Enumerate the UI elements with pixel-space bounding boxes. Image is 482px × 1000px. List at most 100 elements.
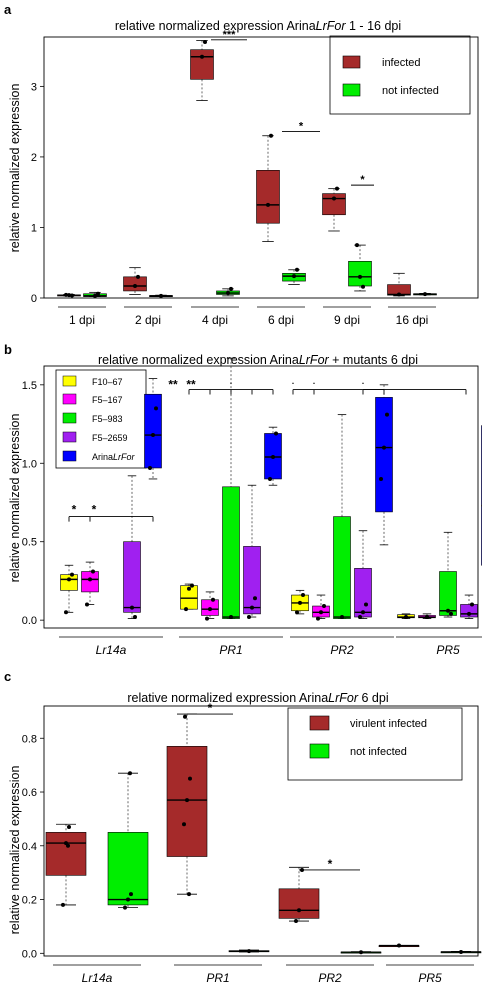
box-virulent-infected <box>278 888 320 919</box>
data-point <box>425 615 429 620</box>
data-point <box>188 776 192 781</box>
legend-swatch-f5-983 <box>62 412 77 424</box>
data-point <box>226 291 230 296</box>
legend-swatch-not-infected <box>309 743 330 759</box>
chart-c-plot: 0.0 0.2 0.4 0.6 0.8 Lr14a PR1 PR2 PR5 * * <box>22 701 482 985</box>
panel-letter-b: b <box>4 342 12 357</box>
data-point <box>128 771 132 776</box>
data-point <box>130 605 134 610</box>
legend-swatch-arina <box>62 450 77 462</box>
data-point <box>91 569 95 574</box>
significance-label: · <box>291 376 295 390</box>
data-point <box>126 897 130 902</box>
box-not-infected <box>348 261 372 287</box>
x-group-label: 16 dpi <box>396 313 429 327</box>
x-group-label: PR1 <box>219 643 242 657</box>
data-point <box>459 949 463 954</box>
data-point <box>319 610 323 615</box>
x-group-label: 2 dpi <box>135 313 161 327</box>
data-point <box>358 615 362 620</box>
data-point <box>88 577 92 582</box>
significance-label: * <box>328 857 333 871</box>
box-virulent-infected <box>45 832 87 876</box>
panel-letter-a: a <box>4 2 12 17</box>
data-point <box>355 243 359 248</box>
data-point <box>397 943 401 948</box>
data-point <box>335 186 339 191</box>
legend-label-not-infected: not infected <box>350 746 407 758</box>
legend-label-f10-67: F10–67 <box>92 377 123 387</box>
data-point <box>64 610 68 615</box>
data-point <box>250 605 254 610</box>
y-tick-label: 0.0 <box>22 948 37 960</box>
legend-label-arina: ArinaLrFor <box>92 452 136 462</box>
data-point <box>295 267 299 272</box>
y-tick-label: 0 <box>31 293 37 305</box>
legend-swatch-f5-2659 <box>62 431 77 443</box>
data-point <box>322 604 326 609</box>
data-point <box>151 433 155 438</box>
plot-frame <box>43 365 479 629</box>
box-f5-983 <box>222 486 240 619</box>
x-group-label: PR5 <box>418 971 442 985</box>
data-point <box>66 843 70 848</box>
data-point <box>190 583 194 588</box>
x-group-label: 6 dpi <box>268 313 294 327</box>
data-point <box>67 577 71 582</box>
data-point <box>449 611 453 616</box>
data-point <box>298 600 302 605</box>
data-point <box>229 615 233 620</box>
data-point <box>379 476 383 481</box>
legend-swatch-infected <box>342 55 361 69</box>
data-point <box>247 949 251 954</box>
box-f5-2659 <box>354 568 372 618</box>
x-group-label: PR5 <box>436 643 460 657</box>
data-point <box>382 445 386 450</box>
x-group-label: PR2 <box>318 971 342 985</box>
x-group-label: PR1 <box>206 971 229 985</box>
data-point <box>185 798 189 803</box>
data-point <box>148 465 152 470</box>
data-point <box>70 293 74 298</box>
significance-label: *** <box>223 29 237 41</box>
x-group-label: PR2 <box>330 643 354 657</box>
data-point <box>359 950 363 955</box>
data-point <box>93 293 97 298</box>
data-point <box>96 291 100 296</box>
data-point <box>292 274 296 279</box>
y-tick-label: 1.5 <box>22 380 37 392</box>
data-point <box>203 39 207 44</box>
data-point <box>133 615 137 620</box>
data-point <box>274 431 278 436</box>
legend-label-f5-167: F5–167 <box>92 395 123 405</box>
significance-label: ** <box>186 378 196 392</box>
data-point <box>85 602 89 607</box>
data-point <box>269 133 273 138</box>
box-infected <box>256 170 280 224</box>
legend-box <box>329 35 471 115</box>
y-tick-label: 0.8 <box>22 733 37 745</box>
box-f5-2659 <box>243 546 261 615</box>
legend-label-virulent: virulent infected <box>350 718 427 730</box>
data-point <box>446 608 450 613</box>
data-point <box>297 908 301 913</box>
box-infected <box>123 276 147 292</box>
legend-swatch-f5-167 <box>62 393 77 405</box>
data-point <box>316 616 320 621</box>
chart-c-ylabel: relative normalized expression <box>8 766 22 935</box>
box-f5-983 <box>333 516 351 619</box>
significance-label: ** <box>168 378 178 392</box>
data-point <box>268 476 272 481</box>
data-point <box>266 202 270 207</box>
data-point <box>159 293 163 298</box>
box-f5-2659 <box>123 541 141 613</box>
data-point <box>397 292 401 297</box>
data-point <box>211 597 215 602</box>
significance-label: * <box>72 503 77 517</box>
data-point <box>70 572 74 577</box>
data-point <box>247 615 251 620</box>
significance-label: * <box>299 121 304 133</box>
